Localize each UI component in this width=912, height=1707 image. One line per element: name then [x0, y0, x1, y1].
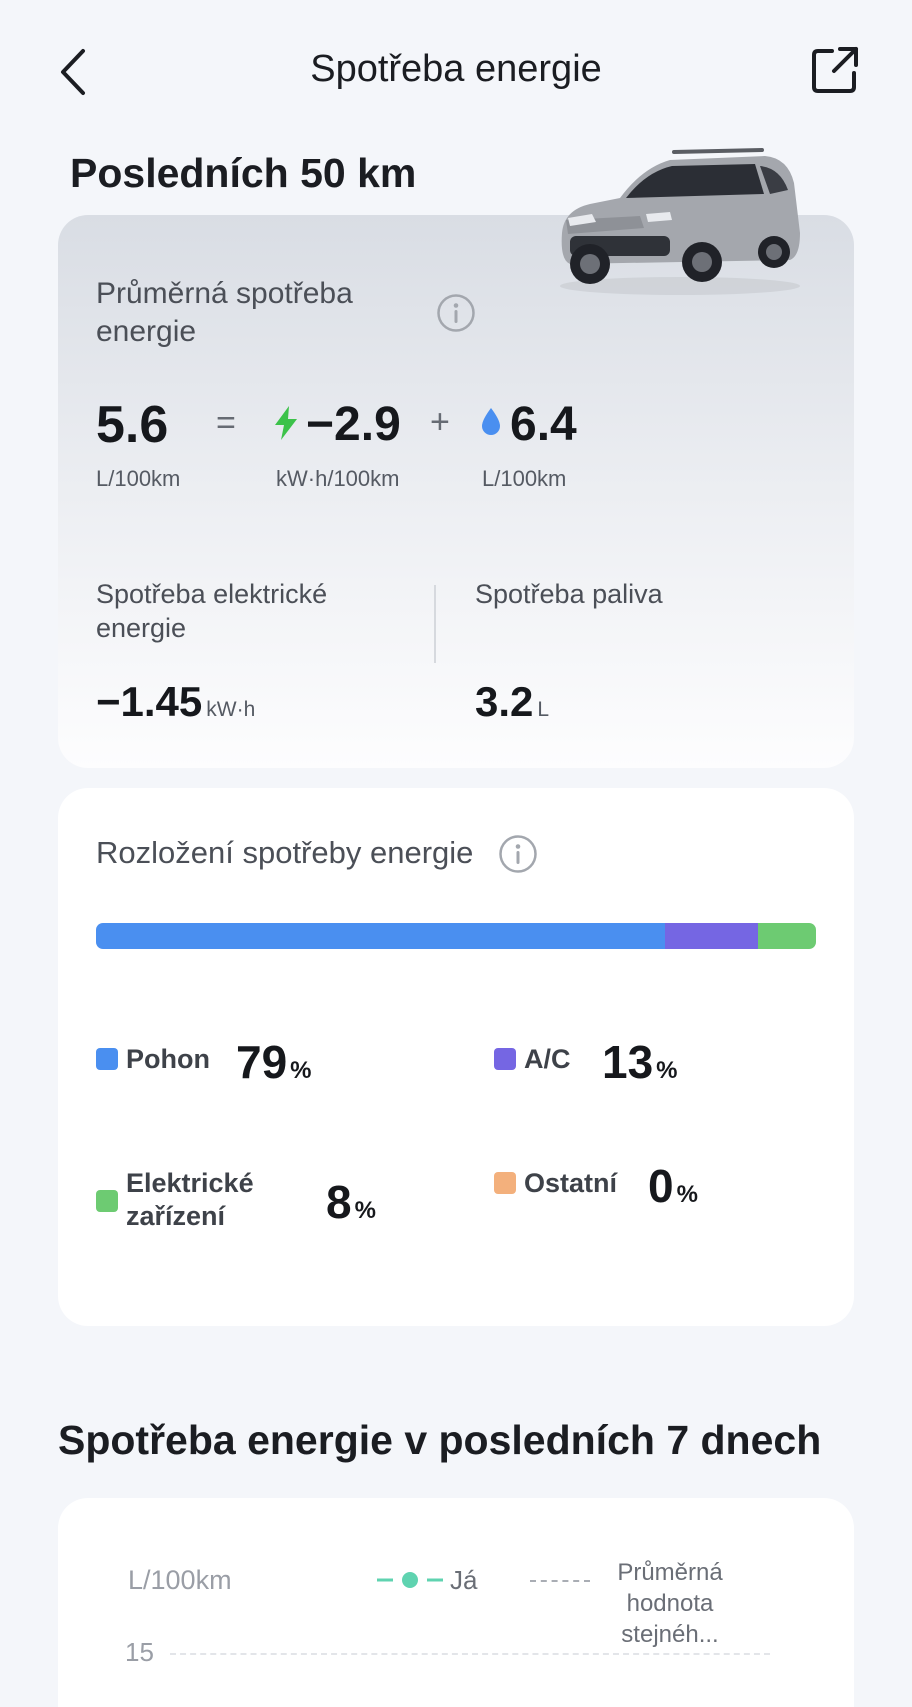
- distribution-bar: [96, 923, 816, 949]
- legend-swatch-elektricke: [96, 1190, 118, 1212]
- fuel-consumption-rate-unit: L/100km: [482, 466, 567, 491]
- legend-label-elektricke: Elektrické zařízení: [126, 1168, 254, 1231]
- electric-consumption-rate: −2.9: [306, 398, 401, 451]
- back-button[interactable]: [55, 45, 95, 100]
- elec-consumption-unit: kW·h: [206, 698, 256, 721]
- fuel-consumption-unit: L: [537, 698, 550, 721]
- fuel-consumption-value: 3.2: [475, 678, 534, 725]
- legend-avg-line: [530, 1580, 590, 1582]
- legend-pct-pohon: %: [290, 1057, 312, 1084]
- weekly-chart-card: [58, 1498, 854, 1707]
- legend-label-pohon: Pohon: [126, 1044, 210, 1074]
- legend-me-label: Já: [450, 1565, 478, 1595]
- fuel-consumption-rate: 6.4: [510, 398, 577, 451]
- grid-line: [170, 1653, 770, 1655]
- legend-label-ostatni: Ostatní: [524, 1168, 618, 1198]
- legend-number-elektricke: 8: [326, 1176, 352, 1228]
- share-button[interactable]: [810, 45, 860, 95]
- legend-number-pohon: 79: [236, 1036, 288, 1088]
- legend-value-pohon: 79%: [236, 1035, 312, 1089]
- total-consumption-value: 5.6: [96, 396, 169, 454]
- info-icon[interactable]: [436, 293, 476, 333]
- legend-pct-elektricke: %: [354, 1197, 376, 1224]
- legend-label-ac: A/C: [524, 1044, 571, 1074]
- chart-y-unit: L/100km: [128, 1565, 232, 1595]
- page-title: Spotřeba energie: [310, 48, 602, 90]
- info-icon[interactable]: [498, 834, 538, 874]
- legend-pct-ac: %: [656, 1057, 678, 1084]
- total-consumption-unit: L/100km: [96, 466, 181, 491]
- legend-value-ostatni: 0%: [648, 1159, 698, 1213]
- legend-swatch-ostatni: [494, 1172, 516, 1194]
- elec-consumption-label: Spotřeba elektrické energie: [96, 579, 328, 643]
- legend-number-ac: 13: [602, 1036, 654, 1088]
- avg-consumption-label: Průměrná spotřeba energie: [96, 277, 353, 348]
- fuel-drop-icon: [482, 408, 500, 435]
- plus-sign: +: [430, 403, 450, 441]
- bar-segment-pohon: [96, 923, 665, 949]
- legend-value-ac: 13%: [602, 1035, 678, 1089]
- car-image: [560, 148, 800, 295]
- legend-pct-ostatni: %: [676, 1181, 698, 1208]
- y-tick-label: 15: [125, 1637, 154, 1667]
- legend-value-elektricke: 8%: [326, 1175, 376, 1229]
- weekly-section-title: Spotřeba energie v posledních 7 dnech: [58, 1417, 822, 1463]
- share-external-icon: [812, 47, 858, 93]
- electric-consumption-rate-unit: kW·h/100km: [276, 466, 400, 491]
- equals-sign: =: [216, 404, 236, 442]
- bar-segment-elektricke: [758, 923, 816, 949]
- elec-consumption-value: −1.45: [96, 678, 203, 725]
- bar-segment-ac: [664, 923, 759, 949]
- lightning-icon: [275, 406, 297, 440]
- fuel-consumption-label: Spotřeba paliva: [475, 579, 663, 609]
- legend-swatch-pohon: [96, 1048, 118, 1070]
- divider: [434, 585, 436, 663]
- legend-avg-label: Průměrná hodnota stejnéh...: [617, 1559, 723, 1648]
- fuel-consumption-total: 3.2 L: [475, 678, 549, 726]
- legend-number-ostatni: 0: [648, 1160, 674, 1212]
- header: Spotřeba energie: [0, 0, 912, 150]
- elec-consumption-total: −1.45 kW·h: [96, 678, 255, 726]
- distribution-title: Rozložení spotřeby energie: [96, 835, 474, 870]
- section-title: Posledních 50 km: [70, 150, 417, 196]
- chevron-left-icon: [61, 49, 85, 95]
- distribution-card: [58, 788, 854, 1326]
- legend-me-marker-icon: [377, 1572, 443, 1588]
- legend-swatch-ac: [494, 1048, 516, 1070]
